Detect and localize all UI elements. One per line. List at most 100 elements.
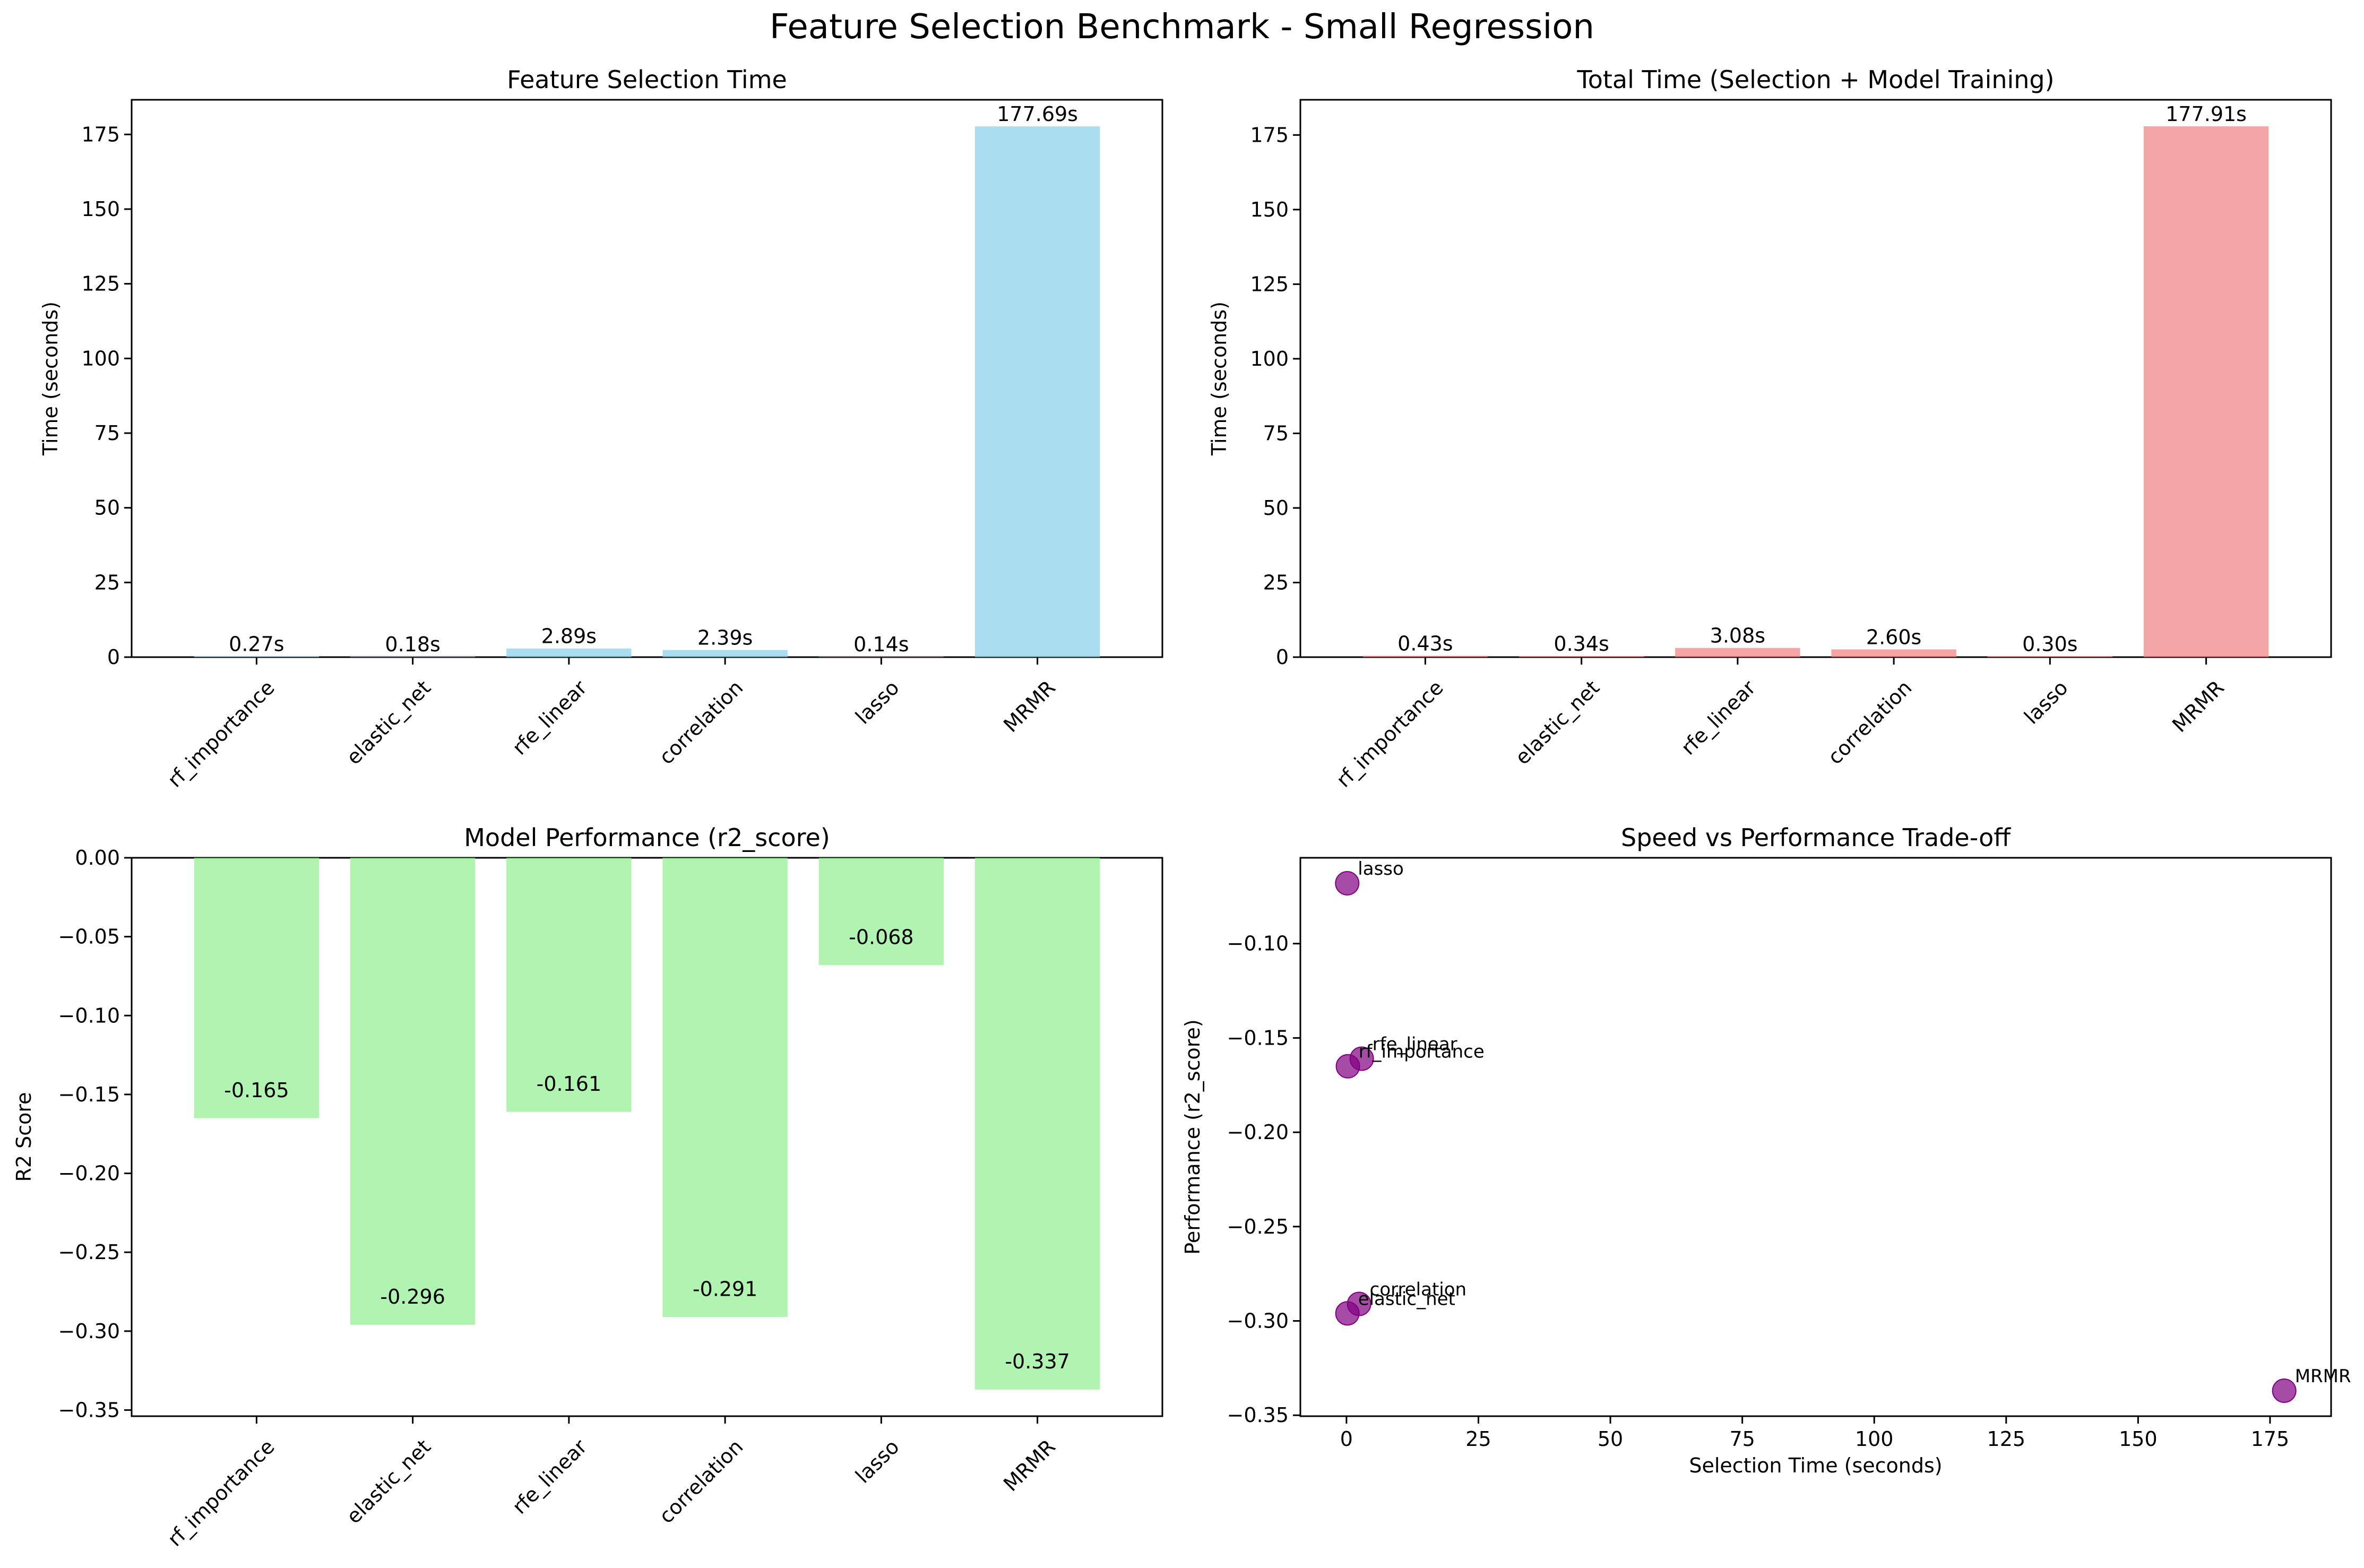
y-tick-label: −0.30 — [58, 1320, 120, 1343]
y-axis-label: Time (seconds) — [1207, 301, 1231, 456]
scatter-point — [1335, 871, 1360, 895]
bar — [194, 656, 320, 657]
y-tick-label: 0 — [1276, 645, 1289, 669]
bar — [974, 126, 1100, 657]
bar-value-label: -0.337 — [1005, 1350, 1070, 1373]
bar-value-label: 0.27s — [229, 632, 284, 656]
point-label: lasso — [1358, 858, 1404, 880]
x-axis-label: Selection Time (seconds) — [1689, 1454, 1942, 1477]
y-tick-label: 75 — [1263, 421, 1289, 445]
x-tick-label: lasso — [2020, 676, 2072, 728]
scatter-point — [1335, 1054, 1360, 1079]
x-tick-label: 100 — [1855, 1427, 1894, 1451]
y-tick-label: 50 — [94, 496, 120, 520]
bar — [662, 650, 788, 657]
y-tick-label: −0.15 — [58, 1083, 120, 1106]
x-tick-label: 150 — [2119, 1427, 2158, 1451]
x-tick-label: rf_importance — [163, 676, 279, 792]
x-tick-label: MRMR — [999, 1435, 1060, 1496]
bar — [350, 858, 476, 1325]
x-tick-label: MRMR — [999, 676, 1060, 737]
y-tick-label: −0.35 — [58, 1398, 120, 1421]
y-tick-label: −0.25 — [58, 1240, 120, 1264]
y-tick-label: 0.00 — [75, 846, 120, 869]
bar-value-label: 177.91s — [2165, 102, 2247, 126]
x-tick-label: rfe_linear — [508, 1435, 592, 1519]
y-tick-label: −0.10 — [58, 1004, 120, 1027]
y-tick-label: 75 — [94, 421, 120, 445]
x-tick-label: 75 — [1729, 1427, 1755, 1451]
bar-value-label: -0.161 — [537, 1072, 602, 1096]
x-tick-label: rf_importance — [163, 1435, 279, 1551]
point-label: rfe_linear — [1373, 1034, 1457, 1055]
bar-value-label: -0.165 — [224, 1079, 289, 1102]
bar — [1362, 656, 1488, 657]
y-tick-label: 50 — [1263, 496, 1289, 520]
bar — [1831, 649, 1956, 657]
x-tick-label: 25 — [1465, 1427, 1491, 1451]
y-tick-label: −0.35 — [1227, 1403, 1289, 1427]
scatter-point — [1349, 1046, 1374, 1071]
page-title: Feature Selection Benchmark - Small Regr… — [770, 7, 1594, 47]
bar — [194, 858, 320, 1118]
x-tick-label: rfe_linear — [508, 676, 592, 760]
x-tick-label: 175 — [2251, 1427, 2290, 1451]
bar-value-label: 0.14s — [853, 633, 909, 656]
bar — [506, 648, 632, 657]
x-tick-label: correlation — [1823, 676, 1916, 769]
y-tick-label: −0.25 — [1227, 1215, 1289, 1238]
bar-value-label: -0.296 — [380, 1285, 445, 1308]
bar-value-label: 0.18s — [385, 633, 440, 656]
y-tick-label: 175 — [1250, 123, 1289, 147]
x-tick-label: correlation — [654, 676, 747, 769]
x-tick-label: elastic_net — [1511, 676, 1604, 769]
x-tick-label: 125 — [1987, 1427, 2026, 1451]
y-tick-label: −0.05 — [58, 925, 120, 949]
plot-frame — [1299, 857, 2332, 1417]
point-label: elastic_net — [1358, 1288, 1455, 1309]
bar-value-label: 0.34s — [1554, 632, 1609, 656]
bar-value-label: 2.60s — [1866, 625, 1921, 649]
bar-value-label: 2.39s — [697, 626, 753, 650]
y-tick-label: 100 — [81, 347, 120, 370]
scatter-point — [1335, 1301, 1360, 1326]
chart-title: Total Time (Selection + Model Training) — [1576, 65, 2054, 94]
bar — [506, 858, 632, 1112]
plot-frame — [1299, 99, 2332, 658]
y-tick-label: −0.10 — [1227, 932, 1289, 955]
y-axis-label: R2 Score — [12, 1092, 36, 1182]
y-tick-label: 150 — [81, 197, 120, 221]
bar-value-label: 3.08s — [1710, 624, 1765, 648]
y-axis-label: Performance (r2_score) — [1181, 1019, 1204, 1254]
bar — [662, 858, 788, 1317]
y-axis-label: Time (seconds) — [39, 301, 62, 456]
x-tick-label: correlation — [654, 1435, 747, 1528]
y-tick-label: 0 — [107, 645, 120, 669]
bar-value-label: -0.291 — [693, 1277, 758, 1300]
chart-title: Model Performance (r2_score) — [464, 823, 830, 852]
x-tick-label: elastic_net — [342, 676, 435, 769]
x-tick-label: MRMR — [2168, 676, 2229, 737]
y-tick-label: −0.15 — [1227, 1026, 1289, 1049]
bar — [818, 858, 944, 966]
x-tick-label: lasso — [851, 1435, 903, 1487]
bar — [974, 858, 1100, 1390]
bar — [2143, 126, 2269, 657]
y-tick-label: 125 — [81, 272, 120, 296]
bar — [1987, 656, 2113, 657]
point-label: rf_importance — [1359, 1041, 1485, 1063]
point-label: correlation — [1370, 1279, 1466, 1300]
bar-value-label: 177.69s — [997, 102, 1078, 126]
bar-value-label: 0.30s — [2022, 632, 2077, 656]
plot-frame — [131, 99, 1163, 658]
bar — [1675, 648, 1800, 657]
chart-title: Feature Selection Time — [507, 65, 787, 94]
y-tick-label: 25 — [1263, 571, 1289, 594]
bar-value-label: 0.43s — [1397, 632, 1453, 656]
y-tick-label: 175 — [81, 123, 120, 146]
y-tick-label: 150 — [1250, 198, 1289, 221]
y-tick-label: −0.30 — [1227, 1309, 1289, 1333]
